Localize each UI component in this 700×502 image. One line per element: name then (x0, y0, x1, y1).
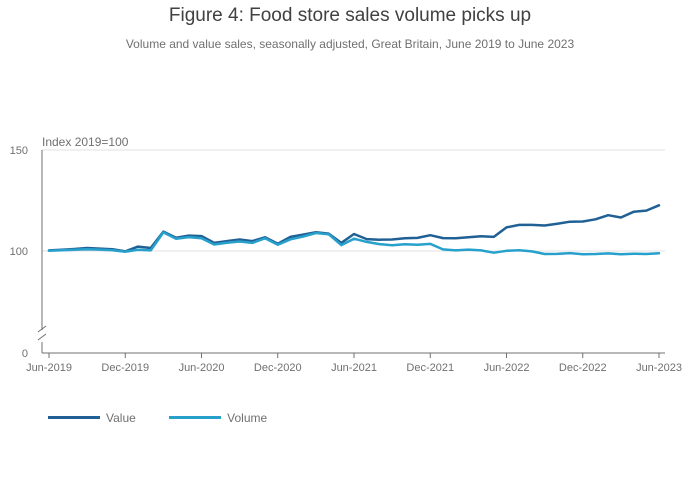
x-tick-label: Dec-2019 (101, 362, 149, 374)
legend-label-value: Value (106, 410, 136, 425)
y-tick-label: 0 (22, 348, 28, 360)
legend-item-value[interactable]: Value (48, 411, 136, 425)
chart-subtitle: Volume and value sales, seasonally adjus… (125, 37, 575, 51)
y-tick-label: 100 (10, 246, 28, 258)
legend: Value Volume (48, 408, 297, 425)
legend-swatch-value (48, 416, 100, 419)
legend-swatch-volume (169, 416, 222, 419)
x-tick-label: Dec-2022 (559, 362, 607, 374)
axis-break-mark (37, 325, 47, 333)
x-tick-label: Jun-2022 (484, 362, 530, 374)
axis-break-mark (37, 333, 47, 341)
legend-label-volume: Volume (227, 410, 268, 425)
x-tick-label: Jun-2019 (26, 362, 72, 374)
series-line-value[interactable] (47, 204, 661, 253)
x-tick-label: Dec-2020 (254, 362, 302, 374)
x-tick-label: Jun-2023 (636, 362, 682, 374)
legend-item-volume[interactable]: Volume (169, 411, 267, 425)
series-line-volume[interactable] (47, 231, 661, 256)
chart-title: Figure 4: Food store sales volume picks … (168, 5, 532, 26)
y-tick-label: 150 (10, 145, 28, 157)
x-tick-label: Dec-2021 (406, 362, 454, 374)
y-axis-title: Index 2019=100 (42, 135, 129, 149)
x-tick-label: Jun-2020 (179, 362, 225, 374)
x-tick-label: Jun-2021 (331, 362, 377, 374)
